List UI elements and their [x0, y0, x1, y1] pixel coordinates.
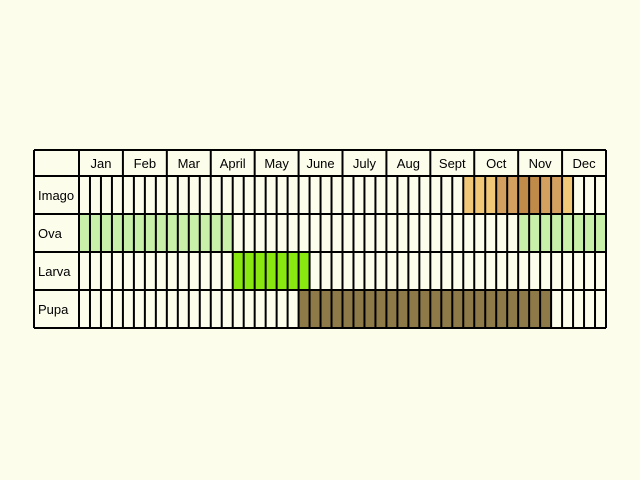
month-label: Oct — [486, 156, 507, 171]
month-label: Feb — [134, 156, 156, 171]
month-label: Jan — [90, 156, 111, 171]
month-label: Dec — [572, 156, 596, 171]
month-label: May — [264, 156, 289, 171]
row-label: Larva — [38, 264, 71, 279]
month-label: Sept — [439, 156, 466, 171]
month-label: June — [306, 156, 334, 171]
bar-larva-0 — [232, 253, 310, 289]
calendar-grid — [33, 149, 607, 329]
labels: Jan Feb Mar April May June July Aug Sept Oct Nov De… — [38, 156, 596, 317]
month-label: Mar — [178, 156, 201, 171]
row-label: Imago — [38, 188, 74, 203]
bar-pupa-0 — [298, 291, 552, 327]
row-label: Ova — [38, 226, 63, 241]
bar-imago-0 — [463, 177, 497, 213]
month-label: April — [220, 156, 246, 171]
row-label: Pupa — [38, 302, 69, 317]
month-label: Aug — [397, 156, 420, 171]
month-label: Nov — [529, 156, 553, 171]
bar-imago-4 — [562, 177, 574, 213]
month-label: July — [353, 156, 377, 171]
